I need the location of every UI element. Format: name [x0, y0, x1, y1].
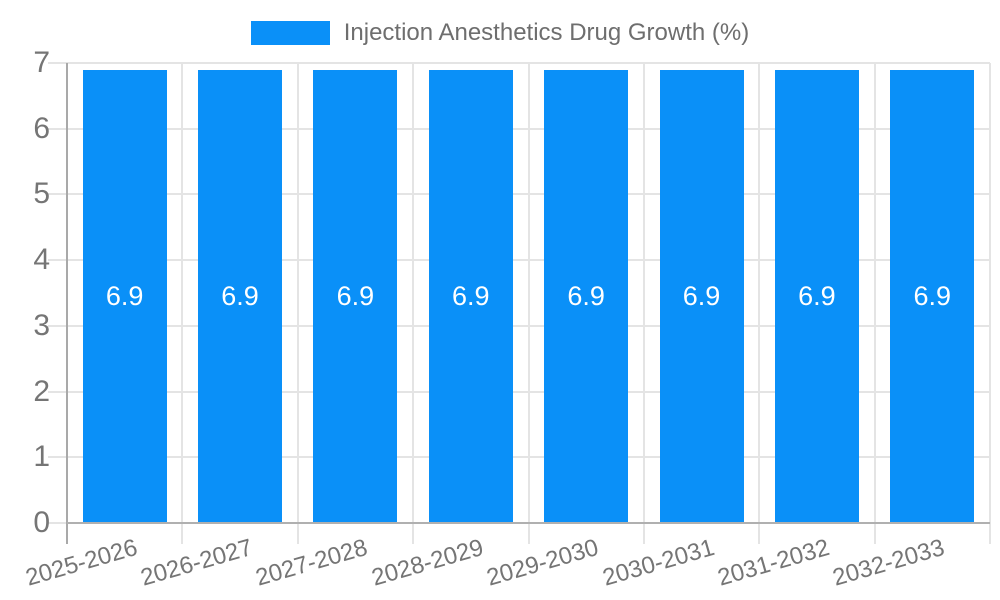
bar-value-label: 6.9	[452, 280, 490, 311]
y-axis-line	[66, 63, 68, 544]
x-gridline	[642, 63, 645, 544]
bar[interactable]: 6.9	[890, 69, 975, 523]
x-gridline	[296, 63, 299, 544]
y-gridline	[48, 390, 990, 393]
bar[interactable]: 6.9	[313, 69, 398, 523]
y-tick-label: 7	[33, 46, 50, 79]
y-gridline	[48, 324, 990, 327]
x-gridline	[181, 63, 184, 544]
x-gridline	[873, 63, 876, 544]
y-tick-stub	[48, 522, 67, 524]
y-tick-label: 6	[33, 111, 50, 145]
bar-value-label: 6.9	[913, 280, 952, 311]
chart-legend[interactable]: Injection Anesthetics Drug Growth (%)	[0, 19, 1000, 47]
bar-value-label: 6.9	[798, 280, 836, 311]
x-gridline	[758, 63, 761, 544]
x-axis-baseline	[67, 522, 990, 524]
x-gridline	[989, 63, 991, 544]
bar-value-label: 6.9	[221, 280, 259, 311]
x-gridline	[527, 63, 530, 544]
y-tick-label: 5	[33, 177, 50, 211]
x-gridline	[412, 63, 415, 544]
y-gridline	[48, 259, 990, 262]
y-tick-label: 4	[33, 243, 50, 277]
bar[interactable]: 6.9	[428, 69, 513, 523]
y-tick-label: 2	[33, 374, 50, 408]
bar-value-label: 6.9	[336, 280, 375, 311]
y-gridline	[48, 127, 990, 130]
legend-title: Injection Anesthetics Drug Growth (%)	[343, 19, 750, 46]
y-tick-label: 1	[33, 440, 50, 474]
bar[interactable]: 6.9	[659, 69, 744, 523]
bar[interactable]: 6.9	[198, 69, 283, 523]
y-gridline	[48, 193, 990, 196]
legend-swatch	[250, 21, 330, 45]
bar-value-label: 6.9	[105, 280, 144, 311]
bar[interactable]: 6.9	[774, 69, 859, 523]
bar-value-label: 6.9	[567, 280, 605, 311]
bar-value-label: 6.9	[682, 280, 721, 311]
y-tick-label: 0	[33, 506, 50, 539]
y-gridline	[48, 456, 990, 459]
bar[interactable]: 6.9	[544, 69, 629, 523]
y-gridline	[48, 62, 990, 64]
bar[interactable]: 6.9	[82, 69, 167, 523]
y-tick-label: 3	[33, 308, 50, 342]
